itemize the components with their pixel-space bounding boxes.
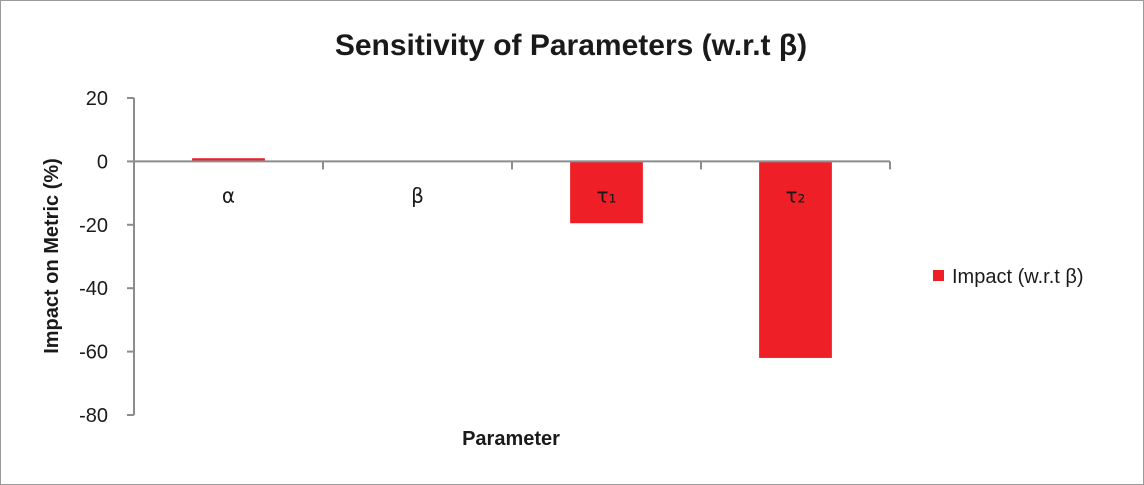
bars: [192, 158, 832, 358]
x-axis-label: Parameter: [462, 428, 560, 450]
bar: [759, 161, 832, 358]
category-label: β: [411, 183, 424, 207]
y-tick-label: -20: [79, 215, 108, 237]
legend: Impact (w.r.t β): [933, 266, 1084, 288]
category-labels: α β τ₁ τ₂: [222, 183, 806, 207]
chart-title: Sensitivity of Parameters (w.r.t β): [335, 29, 807, 62]
category-label: τ₂: [785, 183, 805, 207]
y-tick-label: -80: [79, 405, 108, 427]
x-axis-ticks: [133, 161, 891, 170]
y-axis-label: Impact on Metric (%): [41, 158, 63, 354]
bar: [192, 158, 265, 162]
bar: [570, 161, 643, 224]
legend-label: Impact (w.r.t β): [952, 266, 1084, 288]
y-axis-ticks: 20 0 -20 -40 -60 -80: [79, 88, 134, 427]
y-tick-label: -40: [79, 278, 108, 300]
y-tick-label: 0: [97, 151, 108, 173]
category-label: α: [222, 183, 235, 207]
y-tick-label: 20: [86, 88, 108, 110]
legend-swatch: [933, 270, 944, 281]
y-tick-label: -60: [79, 342, 108, 364]
category-label: τ₁: [596, 183, 616, 207]
